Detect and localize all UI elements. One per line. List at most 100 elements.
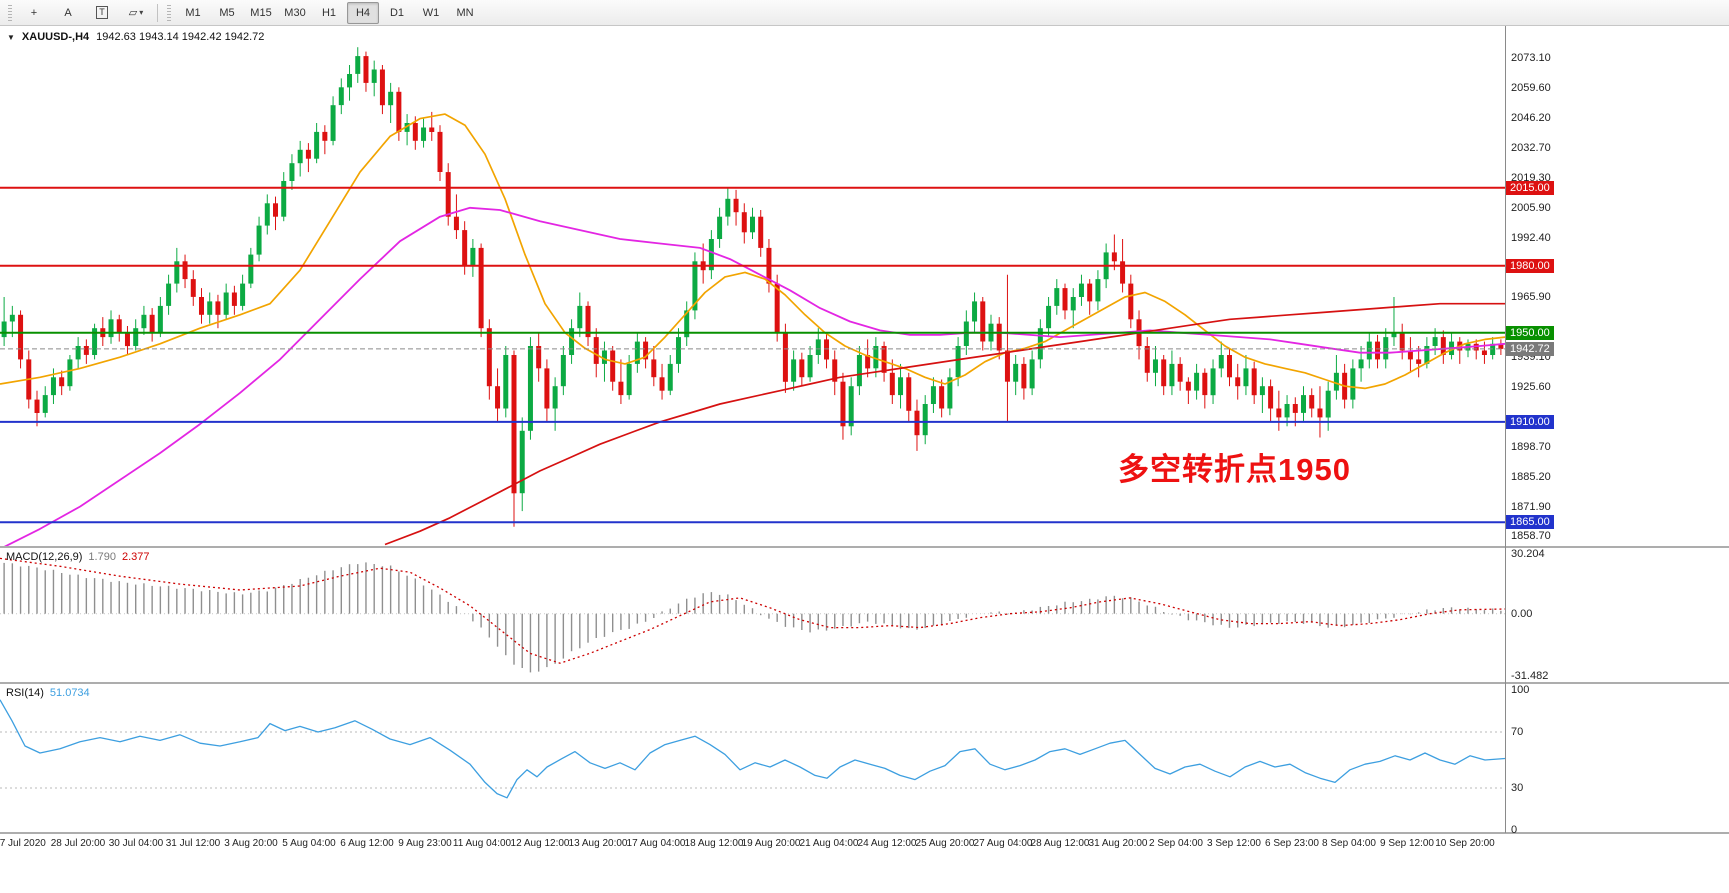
timeframe-button-M30[interactable]: M30 [284, 6, 306, 19]
drawing-tools-group: + A T ▱ ▾ [17, 2, 153, 24]
candle [1276, 390, 1282, 431]
timeframe-button-MN[interactable]: MN [456, 6, 474, 19]
candle [116, 314, 122, 342]
tool-button-text[interactable]: A [52, 2, 84, 24]
time-axis-label: 31 Jul 12:00 [165, 838, 221, 849]
candle [824, 332, 830, 369]
time-axis-label: 17 Aug 04:00 [626, 838, 686, 849]
main-price-chart[interactable] [0, 26, 1729, 547]
text-icon: A [64, 6, 72, 19]
candle [59, 370, 65, 396]
candle [1185, 377, 1191, 404]
candle [322, 125, 328, 155]
candle [1210, 359, 1216, 404]
macd-indicator-panel[interactable] [0, 548, 1729, 682]
candle [174, 247, 180, 293]
candle [149, 308, 155, 342]
macd-axis-label: 0.00 [1511, 608, 1533, 620]
candle [445, 163, 451, 226]
time-axis-label: 6 Aug 12:00 [340, 838, 394, 849]
candle [741, 203, 747, 244]
candle [223, 283, 229, 320]
candle [1226, 348, 1232, 387]
candle [1391, 297, 1397, 346]
candle [643, 337, 649, 369]
time-axis-label: 9 Aug 23:00 [398, 838, 452, 849]
candle [42, 386, 48, 418]
candle [1194, 363, 1200, 400]
timeframe-toolbar-drag-handle[interactable] [167, 4, 171, 21]
panel-splitter-rsi[interactable] [0, 682, 1729, 684]
candle [848, 377, 854, 436]
symbol-dropdown-caret[interactable]: ▼ [7, 33, 15, 42]
timeframe-button-M5[interactable]: M5 [219, 6, 235, 19]
timeframe-button-D1[interactable]: D1 [389, 6, 405, 19]
candle [281, 172, 287, 222]
candle [684, 301, 690, 346]
price-axis-divider [1505, 26, 1506, 833]
price-tag-1942.72: 1942.72 [1506, 342, 1554, 356]
candle [544, 359, 550, 422]
price-axis-label: 2005.90 [1511, 202, 1551, 214]
timeframe-button-M1[interactable]: M1 [185, 6, 201, 19]
candle [1177, 357, 1183, 391]
candle [190, 270, 196, 306]
candle [980, 297, 986, 351]
time-axis-label: 27 Jul 2020 [0, 838, 46, 849]
candle [675, 328, 681, 373]
candle [1062, 283, 1068, 320]
ohlc-values: 1942.63 1943.14 1942.42 1942.72 [96, 31, 265, 43]
candle [996, 317, 1002, 360]
timeframe-button-H1[interactable]: H1 [321, 6, 337, 19]
chart-header: ▼ XAUUSD-,H4 1942.63 1943.14 1942.42 194… [7, 31, 264, 43]
tool-button-text-label[interactable]: T [86, 2, 118, 24]
candle [347, 65, 353, 101]
candle [338, 78, 344, 115]
annotation-text: 多空转折点1950 [1118, 452, 1351, 487]
time-axis-label: 10 Sep 20:00 [1435, 838, 1495, 849]
candle [1268, 379, 1274, 422]
candle [1301, 386, 1307, 422]
candle [1366, 332, 1372, 369]
candle [1498, 339, 1504, 355]
candle [692, 252, 698, 320]
candle [1169, 350, 1175, 396]
candle [421, 118, 427, 148]
candle [388, 82, 394, 123]
panel-splitter-macd[interactable] [0, 546, 1729, 548]
tool-button-shapes[interactable]: ▱ ▾ [120, 2, 152, 24]
candle [791, 350, 797, 391]
rsi-indicator-panel[interactable] [0, 684, 1729, 832]
time-axis-label: 28 Aug 12:00 [1030, 838, 1090, 849]
timeframe-button-W1[interactable]: W1 [422, 6, 440, 19]
macd-axis-label: -31.482 [1511, 670, 1549, 682]
candle [207, 292, 213, 324]
candle [75, 337, 81, 369]
candle [108, 310, 114, 344]
macd-axis-label: 30.204 [1511, 548, 1545, 560]
price-tag-1950.00: 1950.00 [1506, 326, 1554, 340]
candle [577, 292, 583, 338]
timeframe-button-H4[interactable]: H4 [347, 1, 379, 24]
price-axis-label: 1925.60 [1511, 381, 1551, 393]
candle [1144, 337, 1150, 382]
crosshair-icon: + [30, 6, 38, 19]
timeframe-button-M15[interactable]: M15 [250, 6, 272, 19]
price-axis-label: 1992.40 [1511, 232, 1551, 244]
toolbar-separator [157, 3, 158, 22]
time-axis-label: 31 Aug 20:00 [1088, 838, 1148, 849]
time-axis-label: 6 Sep 23:00 [1265, 838, 1319, 849]
price-axis-label: 2032.70 [1511, 142, 1551, 154]
rsi-axis-label: 30 [1511, 782, 1524, 794]
candle [379, 65, 385, 115]
candle [273, 196, 279, 231]
time-axis-label: 2 Sep 04:00 [1149, 838, 1203, 849]
tool-button-crosshair[interactable]: + [18, 2, 50, 24]
candle [248, 247, 254, 289]
toolbar-drag-handle[interactable] [8, 4, 12, 21]
time-axis-label: 19 Aug 20:00 [741, 838, 801, 849]
candle [157, 297, 163, 338]
price-axis-label: 1965.90 [1511, 291, 1551, 303]
candle [1259, 377, 1265, 413]
candle [865, 339, 871, 378]
